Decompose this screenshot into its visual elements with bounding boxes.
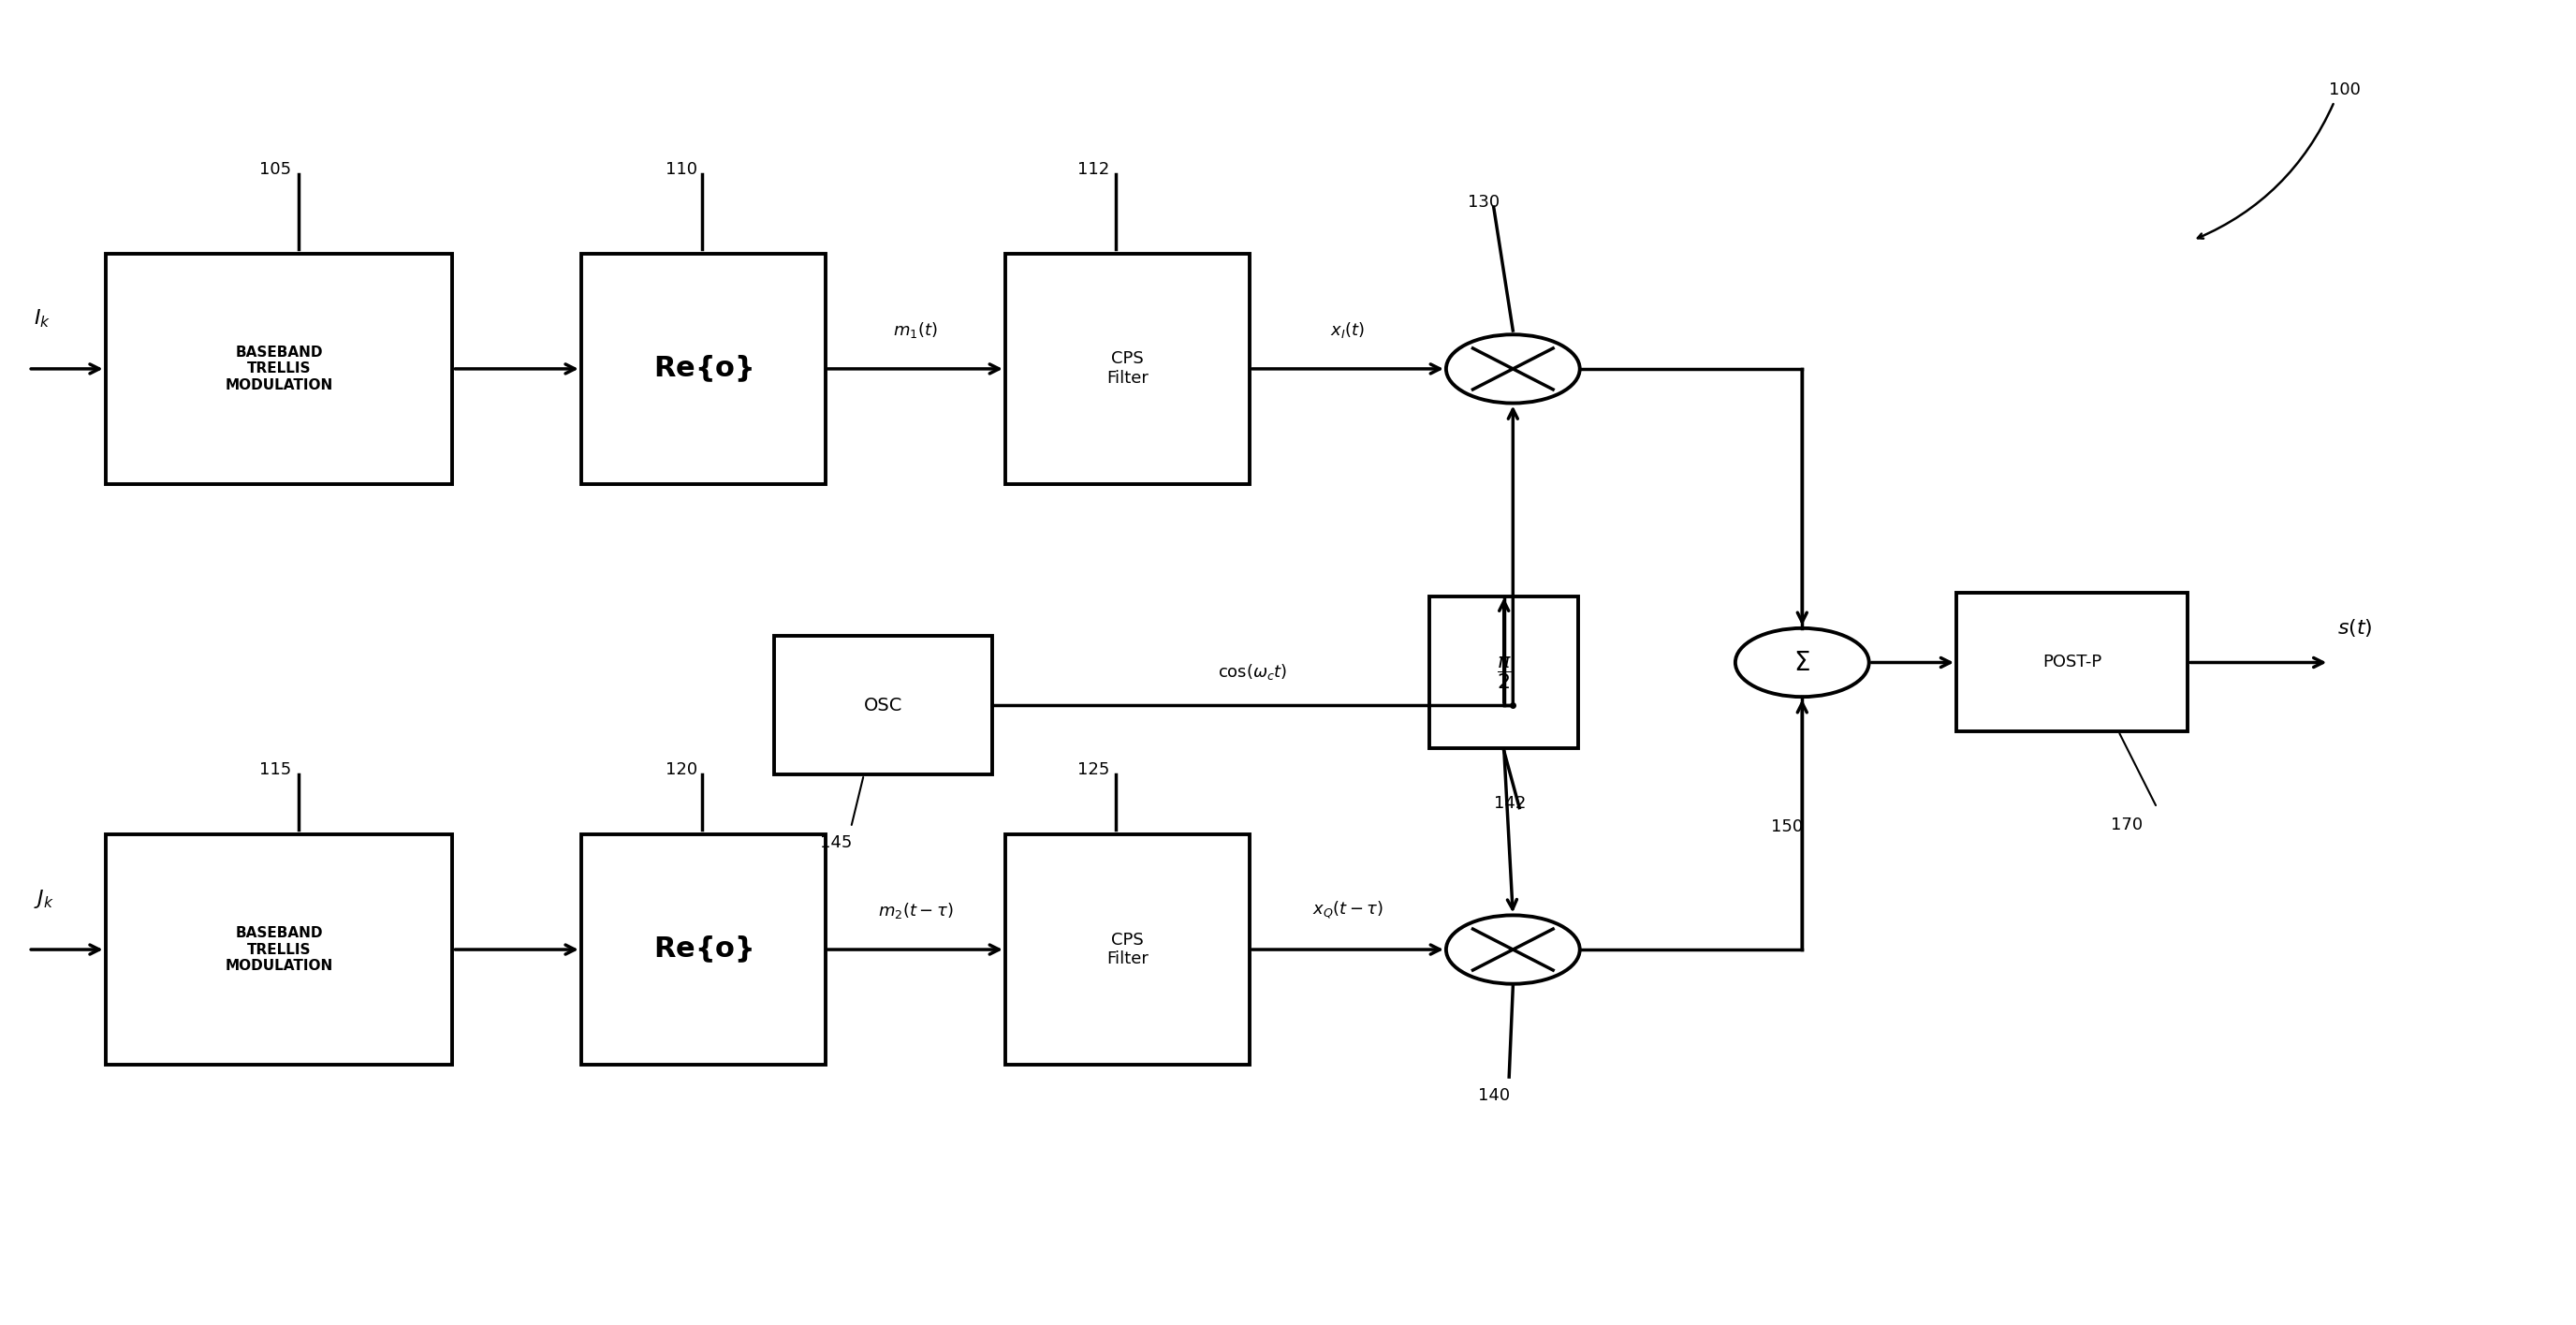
Bar (106, 833, 453, 1065)
Text: $J_k$: $J_k$ (33, 888, 54, 910)
Text: 110: 110 (665, 162, 698, 178)
Bar (1430, 596, 1579, 749)
Text: BASEBAND
TRELLIS
MODULATION: BASEBAND TRELLIS MODULATION (224, 346, 332, 392)
Text: $\cos(\omega_c t)$: $\cos(\omega_c t)$ (1218, 662, 1288, 681)
Text: OSC: OSC (863, 697, 902, 714)
Circle shape (1445, 916, 1579, 984)
Text: 145: 145 (819, 835, 853, 851)
Bar (1955, 592, 2187, 731)
Text: POST-P: POST-P (2043, 653, 2102, 670)
Text: $m_2(t-\tau)$: $m_2(t-\tau)$ (878, 901, 953, 921)
Text: $I_k$: $I_k$ (33, 307, 52, 329)
Text: 130: 130 (1468, 193, 1499, 211)
Text: $m_1(t)$: $m_1(t)$ (894, 321, 938, 339)
Circle shape (1445, 334, 1579, 403)
Text: 112: 112 (1077, 162, 1110, 178)
Text: 140: 140 (1479, 1088, 1510, 1105)
Text: $x_I(t)$: $x_I(t)$ (1332, 321, 1365, 339)
Bar (106, 253, 453, 485)
Text: 125: 125 (1077, 762, 1110, 778)
Text: 170: 170 (2110, 818, 2143, 833)
Text: 105: 105 (260, 162, 291, 178)
Text: 142: 142 (1494, 795, 1525, 811)
Text: $\mathbf{Re\{o\}}$: $\mathbf{Re\{o\}}$ (654, 354, 752, 384)
Text: $s(t)$: $s(t)$ (2336, 617, 2372, 639)
Bar (1005, 833, 1249, 1065)
Bar (773, 636, 992, 775)
Text: CPS
Filter: CPS Filter (1105, 351, 1149, 387)
Text: $\mathbf{Re\{o\}}$: $\mathbf{Re\{o\}}$ (654, 934, 752, 965)
Text: $\dfrac{\pi}{2}$: $\dfrac{\pi}{2}$ (1497, 655, 1512, 690)
Circle shape (1736, 628, 1870, 697)
Text: CPS
Filter: CPS Filter (1105, 931, 1149, 967)
Text: BASEBAND
TRELLIS
MODULATION: BASEBAND TRELLIS MODULATION (224, 926, 332, 973)
Bar (582, 833, 824, 1065)
Bar (1005, 253, 1249, 485)
Text: 150: 150 (1772, 819, 1803, 835)
Text: $x_Q(t-\tau)$: $x_Q(t-\tau)$ (1311, 900, 1383, 921)
Text: 115: 115 (260, 762, 291, 778)
Text: 100: 100 (2329, 82, 2360, 99)
Text: 120: 120 (665, 762, 698, 778)
Text: $\Sigma$: $\Sigma$ (1793, 649, 1811, 676)
Bar (582, 253, 824, 485)
